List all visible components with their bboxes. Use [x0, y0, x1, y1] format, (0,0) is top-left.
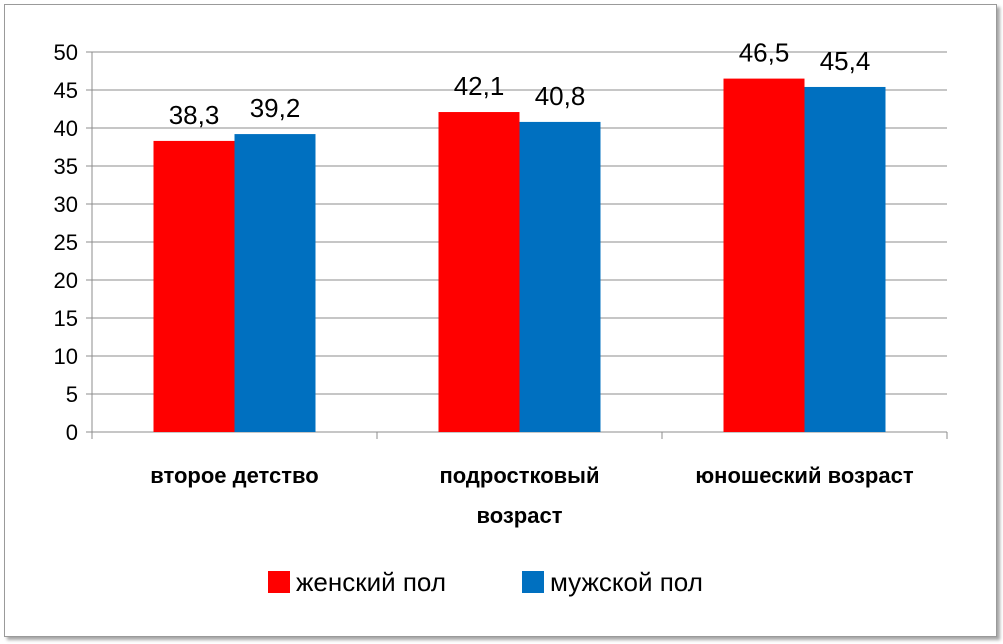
y-tick-label: 10: [54, 344, 78, 369]
legend-swatch: [268, 571, 290, 593]
y-tick-label: 35: [54, 154, 78, 179]
y-tick-label: 20: [54, 268, 78, 293]
data-label: 46,5: [739, 38, 790, 68]
y-tick-label: 5: [66, 382, 78, 407]
data-label: 45,4: [820, 46, 871, 76]
bar: [438, 112, 520, 432]
y-tick-label: 25: [54, 230, 78, 255]
y-tick-label: 30: [54, 192, 78, 217]
bar: [153, 140, 235, 433]
x-category-label: подростковый: [440, 463, 600, 488]
x-category-label: второе детство: [150, 463, 318, 488]
y-tick-label: 45: [54, 78, 78, 103]
x-category-label: юношеский возраст: [695, 463, 913, 488]
data-label: 39,2: [250, 93, 301, 123]
y-tick-label: 50: [54, 40, 78, 65]
bar: [804, 86, 886, 433]
bar: [723, 78, 805, 432]
y-tick-label: 40: [54, 116, 78, 141]
x-category-label: возраст: [476, 503, 562, 528]
legend-label: мужской пол: [550, 567, 703, 597]
data-label: 38,3: [169, 100, 220, 130]
data-label: 40,8: [535, 81, 586, 111]
legend-swatch: [522, 571, 544, 593]
bar: [234, 134, 316, 432]
bar: [519, 121, 601, 433]
y-tick-label: 0: [66, 420, 78, 445]
legend-label: женский пол: [296, 567, 446, 597]
y-tick-label: 15: [54, 306, 78, 331]
data-label: 42,1: [454, 71, 505, 101]
